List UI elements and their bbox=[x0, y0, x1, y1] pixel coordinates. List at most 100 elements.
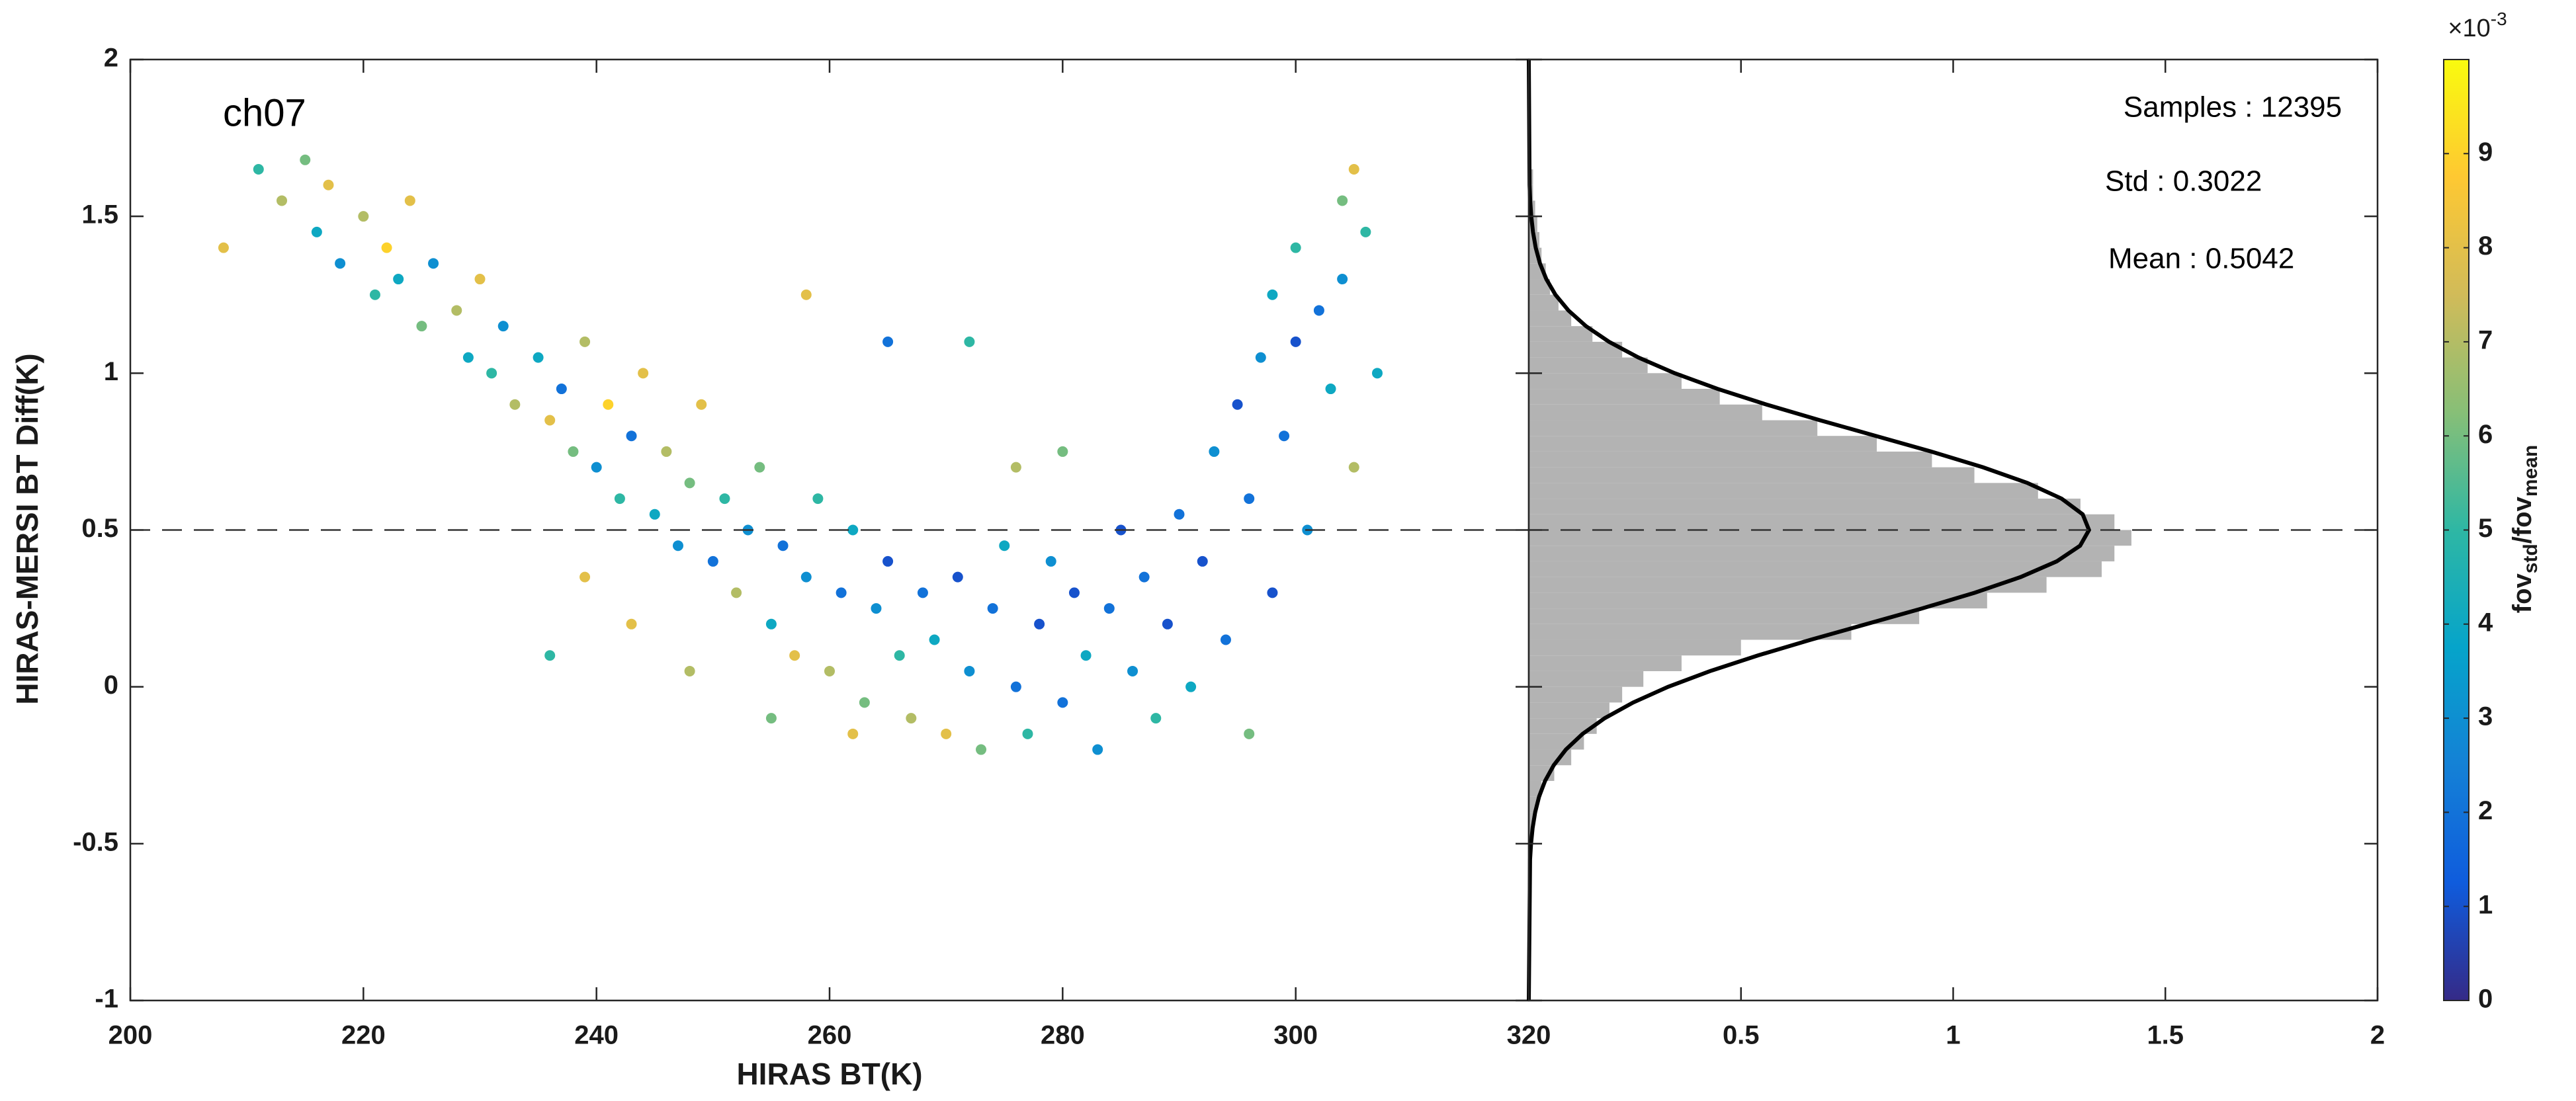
scatter-point bbox=[1150, 713, 1162, 724]
scatter-point bbox=[1267, 289, 1278, 300]
scatter-point bbox=[1360, 226, 1371, 237]
stat-annotation: Samples : 12395 bbox=[2124, 91, 2342, 124]
x-tick-label: 320 bbox=[1507, 1021, 1551, 1050]
colorbar-tick-label: 1 bbox=[2478, 890, 2493, 919]
colorbar-tick-label: 2 bbox=[2478, 796, 2493, 825]
scatter-point bbox=[777, 540, 789, 551]
histogram-bar bbox=[1529, 812, 1533, 829]
histogram-bar bbox=[1529, 326, 1593, 342]
colorbar-scale-base: ×10 bbox=[2448, 15, 2490, 42]
scatter-point bbox=[1337, 274, 1348, 285]
scatter-point bbox=[1010, 681, 1021, 692]
scatter-point bbox=[999, 540, 1010, 551]
scatter-point bbox=[277, 195, 288, 206]
scatter-point bbox=[381, 242, 392, 253]
scatter-point bbox=[976, 744, 987, 755]
histogram-bar bbox=[1529, 702, 1610, 719]
scatter-point bbox=[987, 603, 998, 614]
scatter-point bbox=[253, 164, 264, 175]
scatter-point bbox=[1057, 446, 1068, 457]
scatter-point bbox=[300, 154, 311, 165]
histogram-bar bbox=[1529, 686, 1623, 703]
scatter-point bbox=[638, 368, 649, 379]
colorbar-label-text: /fov bbox=[2508, 496, 2537, 544]
scatter-point bbox=[882, 336, 894, 347]
scatter-point bbox=[1092, 744, 1103, 755]
x-axis-label: HIRAS BT(K) bbox=[736, 1057, 922, 1091]
scatter-point bbox=[847, 728, 859, 739]
histogram-bar bbox=[1529, 310, 1572, 327]
histogram-bar bbox=[1529, 592, 1987, 609]
histogram-bar bbox=[1529, 499, 2081, 514]
histogram-bar bbox=[1529, 561, 2102, 577]
y-axis-label: HIRAS-MERSI BT Diff(K) bbox=[10, 353, 44, 705]
histogram-bar bbox=[1529, 780, 1542, 797]
x-tick-label: 280 bbox=[1041, 1021, 1085, 1050]
stat-annotation: Mean : 0.5042 bbox=[2108, 243, 2294, 275]
x-tick-label: 2 bbox=[2370, 1021, 2385, 1050]
scatter-point bbox=[1209, 446, 1220, 457]
colorbar-label-subscript: mean bbox=[2520, 445, 2542, 497]
scatter-point bbox=[218, 242, 229, 253]
histogram-bar bbox=[1529, 279, 1551, 295]
scatter-point bbox=[1162, 618, 1173, 630]
scatter-point bbox=[765, 618, 777, 630]
histogram-bar bbox=[1529, 514, 2115, 530]
colorbar-tick-label: 7 bbox=[2478, 325, 2493, 354]
scatter-point bbox=[684, 477, 695, 489]
scatter-point bbox=[1080, 650, 1092, 661]
histogram-bar bbox=[1529, 671, 1644, 687]
colorbar-tick-label: 3 bbox=[2478, 702, 2493, 731]
axes-frame bbox=[1527, 58, 2379, 1002]
x-tick-label: 0.5 bbox=[1723, 1021, 1760, 1050]
y-tick-label: -1 bbox=[95, 985, 118, 1014]
scatter-point bbox=[929, 634, 940, 645]
scatter-point bbox=[707, 555, 718, 567]
scatter-point bbox=[661, 446, 672, 457]
histogram-bar bbox=[1529, 467, 1975, 483]
scatter-point bbox=[323, 179, 334, 190]
colorbar-scale-exponent: -3 bbox=[2491, 9, 2507, 29]
y-tick-label: 1 bbox=[104, 357, 118, 386]
scatter-point bbox=[684, 665, 695, 676]
histogram-bar bbox=[1529, 294, 1559, 311]
scatter-point bbox=[906, 713, 917, 724]
scatter-point bbox=[859, 697, 870, 708]
colorbar-label-text: fov bbox=[2508, 573, 2537, 613]
scatter-point bbox=[404, 195, 415, 206]
scatter-point bbox=[754, 462, 765, 473]
scatter-point bbox=[952, 571, 963, 583]
colorbar-scale: ×10-3 bbox=[2448, 9, 2507, 42]
histogram-bar bbox=[1529, 655, 1682, 671]
colorbar-tick-label: 8 bbox=[2478, 231, 2493, 261]
scatter-point bbox=[544, 415, 556, 426]
x-tick-label: 1.5 bbox=[2147, 1021, 2184, 1050]
scatter-point bbox=[719, 493, 730, 505]
scatter-point bbox=[800, 289, 812, 300]
histogram-bar bbox=[1529, 436, 1877, 452]
colorbar-label: fovstd/fovmean bbox=[2508, 445, 2542, 614]
scatter-point bbox=[1290, 336, 1301, 347]
histogram-bar bbox=[1529, 639, 1741, 656]
scatter-point bbox=[544, 650, 556, 661]
scatter-point bbox=[603, 399, 614, 410]
scatter-point bbox=[311, 226, 322, 237]
scatter-point bbox=[1010, 462, 1021, 473]
histogram-bar bbox=[1529, 373, 1682, 389]
scatter-point bbox=[649, 509, 660, 520]
y-tick-label: 0.5 bbox=[81, 514, 118, 543]
scatter-point bbox=[882, 555, 894, 567]
x-tick-label: 220 bbox=[341, 1021, 386, 1050]
scatter-point bbox=[626, 430, 637, 442]
scatter-point bbox=[1279, 430, 1290, 442]
scatter-point bbox=[1325, 384, 1336, 395]
histogram-bar bbox=[1529, 404, 1762, 421]
x-tick-label: 260 bbox=[808, 1021, 852, 1050]
scatter-point bbox=[1244, 728, 1255, 739]
scatter-point bbox=[497, 321, 509, 332]
scatter-point bbox=[1068, 587, 1080, 598]
scatter-point bbox=[696, 399, 707, 410]
scatter-point bbox=[964, 665, 975, 676]
histogram-bar bbox=[1529, 451, 1932, 468]
